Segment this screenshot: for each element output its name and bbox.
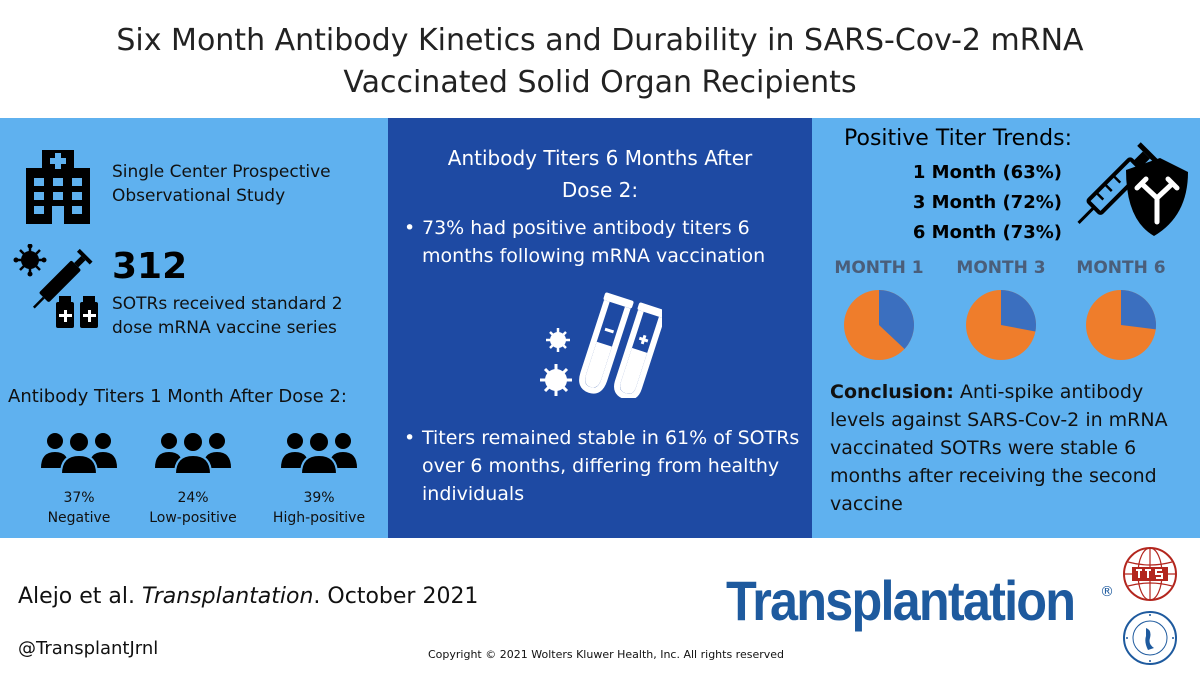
participant-description-line-1: SOTRs received standard 2 — [112, 294, 343, 314]
trend-month-3: 3 Month (72%) — [912, 192, 1062, 213]
transplantation-society-seal — [1123, 611, 1177, 665]
group-high-positive-label: High-positive — [272, 510, 366, 526]
participant-count: 312 — [112, 246, 188, 287]
month-6-label: MONTH 6 — [1076, 258, 1166, 278]
conclusion-text: Anti-spike antibody levels against SARS-… — [830, 381, 1168, 515]
pie-slice-negative — [1121, 290, 1156, 330]
month-3-label: MONTH 3 — [956, 258, 1046, 278]
test-tubes-virus-icon — [540, 292, 662, 398]
citation-date: . October 2021 — [313, 584, 479, 609]
study-panel: Single Center Prospective Observational … — [0, 118, 388, 538]
month-1-label: MONTH 1 — [834, 258, 924, 278]
group-high-positive: 39% High-positive — [264, 428, 374, 528]
finding-text-1: 73% had positive antibody titers 6 month… — [422, 217, 766, 267]
conclusion: Conclusion: Anti-spike antibody levels a… — [830, 378, 1190, 518]
six-month-panel: Antibody Titers 6 Months After Dose 2: •… — [388, 118, 812, 538]
journal-logo: Transplantation — [726, 569, 1076, 632]
citation-authors: Alejo et al. — [18, 584, 142, 609]
people-group-icon — [155, 431, 231, 474]
pie-slice-negative — [1001, 290, 1036, 332]
group-low-positive-label: Low-positive — [149, 510, 237, 526]
one-month-titers-heading: Antibody Titers 1 Month After Dose 2: — [8, 386, 347, 407]
group-negative-pct: 37% — [63, 490, 95, 506]
page-title: Six Month Antibody Kinetics and Durabili… — [0, 20, 1200, 104]
month-6-pie — [1086, 290, 1156, 360]
group-negative-label: Negative — [47, 510, 111, 526]
study-design-line-2: Observational Study — [112, 186, 286, 206]
group-low-positive: 24% Low-positive — [138, 428, 248, 528]
title-line-1: Six Month Antibody Kinetics and Durabili… — [116, 23, 1084, 58]
month-3-pie — [966, 290, 1036, 360]
trend-month-1: 1 Month (63%) — [912, 162, 1062, 183]
group-low-positive-pct: 24% — [177, 490, 209, 506]
twitter-handle[interactable]: @TransplantJrnl — [18, 638, 159, 659]
month-1-pie — [844, 290, 914, 360]
six-month-heading-line-1: Antibody Titers 6 Months After — [447, 146, 753, 170]
syringe-shield-icon — [1077, 142, 1188, 236]
title-line-2: Vaccinated Solid Organ Recipients — [343, 65, 857, 100]
copyright-notice: Copyright © 2021 Wolters Kluwer Health, … — [428, 648, 785, 661]
trend-month-6: 6 Month (73%) — [912, 222, 1062, 243]
citation-journal: Transplantation — [142, 584, 314, 609]
group-negative: 37% Negative — [24, 428, 134, 528]
participant-description-line-2: dose mRNA vaccine series — [112, 318, 337, 338]
registered-mark: ® — [1100, 584, 1114, 600]
pie-slice-negative — [879, 290, 914, 349]
people-group-icon — [281, 431, 357, 474]
trends-panel: Positive Titer Trends: 1 Month (63%) 3 M… — [812, 118, 1200, 538]
six-month-heading: Antibody Titers 6 Months After Dose 2: — [388, 142, 812, 206]
six-month-heading-line-2: Dose 2: — [561, 178, 639, 202]
bullet-dot: • — [404, 427, 416, 449]
bullet-dot: • — [404, 217, 416, 239]
hospital-icon — [26, 150, 90, 224]
people-group-icon — [41, 431, 117, 474]
participant-description: SOTRs received standard 2 dose mRNA vacc… — [112, 292, 382, 340]
study-design: Single Center Prospective Observational … — [112, 160, 382, 208]
finding-bullet-1: • 73% had positive antibody titers 6 mon… — [404, 214, 802, 270]
trends-heading: Positive Titer Trends: — [844, 126, 1072, 151]
group-high-positive-pct: 39% — [303, 490, 335, 506]
study-design-line-1: Single Center Prospective — [112, 162, 331, 182]
citation: Alejo et al. Transplantation. October 20… — [18, 584, 478, 609]
finding-bullet-2: • Titers remained stable in 61% of SOTRs… — [404, 424, 802, 508]
virus-vaccine-icon — [13, 244, 98, 328]
conclusion-label: Conclusion: — [830, 381, 954, 403]
finding-text-2: Titers remained stable in 61% of SOTRs o… — [422, 427, 800, 505]
tts-globe-logo — [1123, 547, 1177, 601]
